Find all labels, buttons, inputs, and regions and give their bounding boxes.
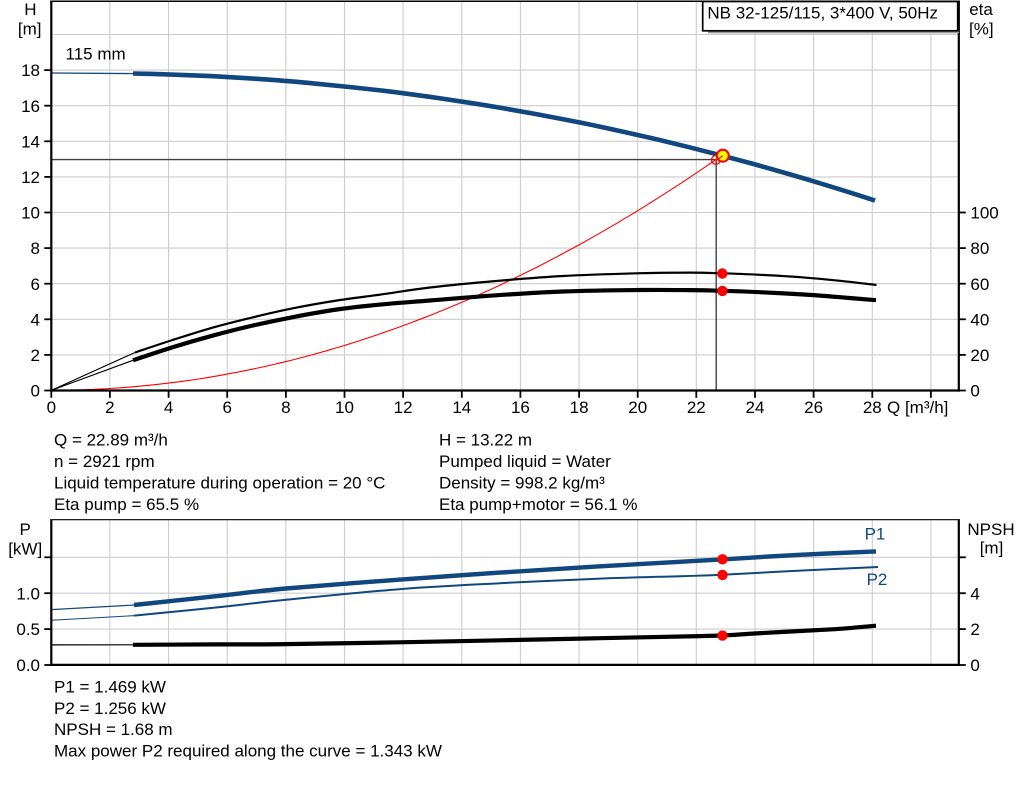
svg-text:P1 = 1.469 kW: P1 = 1.469 kW	[54, 677, 166, 696]
svg-text:n = 2921 rpm: n = 2921 rpm	[54, 452, 155, 471]
svg-text:[%]: [%]	[969, 20, 994, 39]
svg-text:12: 12	[394, 398, 413, 417]
svg-text:Eta pump = 65.5 %: Eta pump = 65.5 %	[54, 495, 199, 514]
svg-text:18: 18	[21, 61, 40, 80]
svg-text:80: 80	[970, 239, 989, 258]
svg-text:8: 8	[281, 398, 290, 417]
svg-text:P1: P1	[865, 525, 886, 544]
svg-text:0: 0	[970, 382, 979, 401]
svg-text:6: 6	[31, 275, 40, 294]
svg-text:16: 16	[511, 398, 530, 417]
svg-text:26: 26	[804, 398, 823, 417]
svg-text:Eta pump+motor = 56.1 %: Eta pump+motor = 56.1 %	[439, 495, 637, 514]
svg-text:22: 22	[687, 398, 706, 417]
svg-text:6: 6	[222, 398, 231, 417]
svg-text:18: 18	[570, 398, 589, 417]
svg-text:Q [m³/h]: Q [m³/h]	[887, 398, 948, 417]
svg-text:2: 2	[105, 398, 114, 417]
svg-text:12: 12	[21, 168, 40, 187]
svg-text:NPSH: NPSH	[967, 520, 1014, 539]
svg-text:2: 2	[970, 620, 979, 639]
svg-text:eta: eta	[969, 0, 993, 19]
svg-text:[m]: [m]	[980, 539, 1004, 558]
svg-text:Q = 22.89 m³/h: Q = 22.89 m³/h	[54, 431, 168, 450]
svg-text:28: 28	[863, 398, 882, 417]
svg-text:1.0: 1.0	[16, 584, 40, 603]
svg-text:[kW]: [kW]	[8, 540, 42, 559]
svg-text:H: H	[24, 0, 36, 19]
svg-text:P: P	[20, 520, 31, 539]
svg-text:0: 0	[47, 398, 56, 417]
svg-text:4: 4	[970, 584, 979, 603]
svg-text:0.5: 0.5	[16, 620, 40, 639]
svg-text:10: 10	[21, 204, 40, 223]
svg-text:0: 0	[31, 382, 40, 401]
svg-text:20: 20	[628, 398, 647, 417]
svg-text:0: 0	[970, 656, 979, 675]
svg-text:14: 14	[21, 132, 40, 151]
svg-text:NPSH = 1.68 m: NPSH = 1.68 m	[54, 720, 173, 739]
svg-text:P2: P2	[867, 570, 888, 589]
svg-text:[m]: [m]	[18, 19, 42, 38]
svg-text:4: 4	[31, 310, 40, 329]
svg-text:8: 8	[31, 239, 40, 258]
svg-text:16: 16	[21, 97, 40, 116]
svg-text:14: 14	[452, 398, 471, 417]
svg-text:0.0: 0.0	[16, 656, 40, 675]
svg-text:24: 24	[746, 398, 765, 417]
svg-text:2: 2	[31, 346, 40, 365]
svg-text:NB 32-125/115, 3*400 V, 50Hz: NB 32-125/115, 3*400 V, 50Hz	[707, 4, 938, 23]
svg-text:P2 = 1.256 kW: P2 = 1.256 kW	[54, 699, 166, 718]
svg-text:Density = 998.2 kg/m³: Density = 998.2 kg/m³	[439, 473, 605, 492]
svg-text:Max power P2 required along th: Max power P2 required along the curve = …	[54, 742, 442, 761]
svg-text:H = 13.22 m: H = 13.22 m	[439, 431, 532, 450]
svg-text:Pumped liquid = Water: Pumped liquid = Water	[439, 452, 611, 471]
svg-text:100: 100	[970, 204, 998, 223]
svg-text:20: 20	[970, 346, 989, 365]
svg-text:4: 4	[164, 398, 173, 417]
svg-text:40: 40	[970, 310, 989, 329]
svg-text:10: 10	[335, 398, 354, 417]
svg-text:115 mm: 115 mm	[66, 44, 126, 63]
svg-text:Liquid temperature during oper: Liquid temperature during operation = 20…	[54, 473, 385, 492]
svg-text:60: 60	[970, 275, 989, 294]
